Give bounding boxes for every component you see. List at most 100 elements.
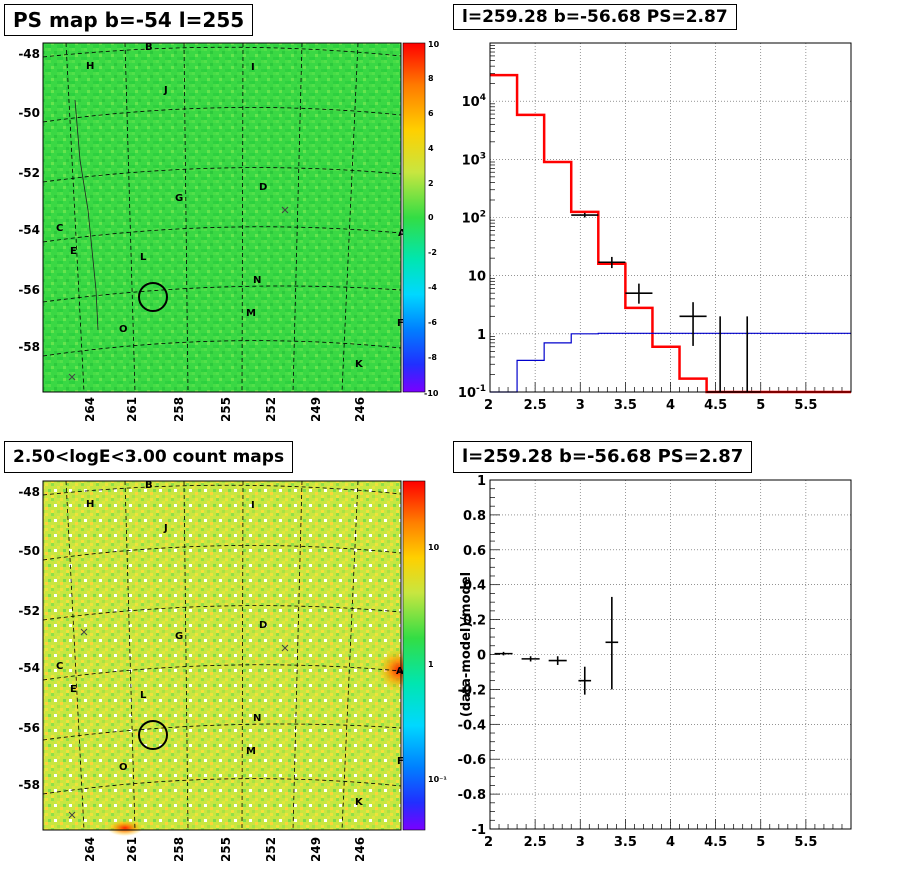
hotspot xyxy=(107,820,143,836)
lon-tick: 255 xyxy=(219,397,233,422)
src-label: D xyxy=(259,620,267,631)
lat-tick: -56 xyxy=(18,283,40,297)
count-colorbar-ticks: 10 1 10⁻¹ xyxy=(428,543,447,784)
y-tick-label: 102 xyxy=(462,210,486,227)
residual-plot: 2 2.5 3 3.5 4 4.5 5 5.5 -1 -0.8 -0.6 -0.4 -0.2 0 0.2 0.… xyxy=(458,474,852,850)
spectrum-plot: 2 2.5 3 3.5 4 4.5 5 5.5 10-1 1 10 102 103 104 xyxy=(458,42,852,413)
plot-frame xyxy=(489,479,852,830)
lon-tick: 258 xyxy=(172,837,186,862)
lon-tick: 252 xyxy=(264,837,278,862)
y-tick-label: 0.6 xyxy=(463,544,486,559)
x-tick-label: 3 xyxy=(576,398,585,413)
y-tick-label: 0.4 xyxy=(463,579,486,594)
src-label: K xyxy=(355,797,364,808)
y-axis-label: (data-model)/model xyxy=(459,572,474,717)
lon-tick: 246 xyxy=(353,397,367,422)
src-label: J xyxy=(163,523,168,534)
x-tick-label: 4 xyxy=(666,398,675,413)
ps-sky-map: B H I J D G C E L A N M O F K -48 -50 -5… xyxy=(18,40,440,422)
y-tick-label: 103 xyxy=(462,151,486,168)
lon-tick: 261 xyxy=(125,837,139,862)
x-tick-label: 3.5 xyxy=(614,398,637,413)
src-label: B xyxy=(145,480,153,491)
colorbar-tick: 8 xyxy=(428,74,434,83)
colorbar-tick: -8 xyxy=(428,353,437,362)
lat-tick: -58 xyxy=(18,340,40,354)
src-label: F xyxy=(397,756,404,767)
spectrum-title: l=259.28 b=-56.68 PS=2.87 xyxy=(453,4,737,30)
count-map-image xyxy=(43,481,401,830)
ps-map-image xyxy=(43,43,401,392)
colorbar-tick: 1 xyxy=(428,660,434,669)
src-label: A xyxy=(398,228,406,239)
y-tick-label: -0.8 xyxy=(458,788,486,803)
colorbar-tick: -6 xyxy=(428,318,437,327)
lon-tick: 249 xyxy=(309,397,323,422)
x-tick-label: 2 xyxy=(484,398,493,413)
x-tick-label: 3.5 xyxy=(614,835,637,850)
colorbar-tick: -10 xyxy=(424,389,439,398)
lon-tick: 249 xyxy=(309,837,323,862)
colorbar-tick: -4 xyxy=(428,283,437,292)
x-tick-label: 5 xyxy=(756,835,765,850)
count-map-title: 2.50<logE<3.00 count maps xyxy=(4,441,294,473)
y-tick-label: 1 xyxy=(477,474,486,489)
src-label: K xyxy=(355,359,364,370)
src-label: M xyxy=(246,746,256,757)
src-label: O xyxy=(119,324,128,335)
y-tick-label: 0.2 xyxy=(463,614,486,629)
map-grid xyxy=(42,42,402,393)
lat-tick: -58 xyxy=(18,778,40,792)
src-label: F xyxy=(397,318,404,329)
x-markers xyxy=(68,628,289,819)
x-tick-label: 2.5 xyxy=(524,835,547,850)
x-tick-label: 4.5 xyxy=(704,835,727,850)
colorbar-tick: 10 xyxy=(428,543,440,552)
x-tick-label: 2 xyxy=(484,835,493,850)
y-tick-label: 104 xyxy=(462,93,486,110)
y-tick-label: 10 xyxy=(468,270,486,285)
src-label: C xyxy=(56,661,63,672)
lat-tick: -54 xyxy=(18,661,40,675)
y-tick-label: 0 xyxy=(477,649,486,664)
src-label: I xyxy=(251,500,255,511)
src-label: H xyxy=(86,499,94,510)
src-label: E xyxy=(70,684,77,695)
lat-tick: -56 xyxy=(18,721,40,735)
x-tick-label: 4 xyxy=(666,835,675,850)
lon-tick: 261 xyxy=(125,397,139,422)
colorbar-tick: 0 xyxy=(428,213,434,222)
mask-boundary xyxy=(74,99,99,331)
colorbar-tick: 10 xyxy=(428,40,440,49)
y-tick-label: -0.4 xyxy=(458,718,486,733)
lat-tick: -50 xyxy=(18,544,40,558)
lat-axis: -48 -50 -52 -54 -56 -58 xyxy=(18,47,40,354)
colorbar-tick: 10⁻¹ xyxy=(428,775,447,784)
y-tick-label: 10-1 xyxy=(458,384,486,401)
src-label: I xyxy=(251,62,255,73)
count-colorbar xyxy=(402,480,426,831)
x-markers xyxy=(68,206,289,381)
lon-axis: 264 261 258 255 252 249 246 xyxy=(83,837,367,862)
x-tick-label: 5 xyxy=(756,398,765,413)
x-tick-label: 2.5 xyxy=(524,398,547,413)
lat-axis: -48 -50 -52 -54 -56 -58 xyxy=(18,485,40,792)
colorbar-tick: -2 xyxy=(428,248,437,257)
lat-tick: -54 xyxy=(18,223,40,237)
x-tick-label: 4.5 xyxy=(704,398,727,413)
residual-title: l=259.28 b=-56.68 PS=2.87 xyxy=(453,441,753,473)
lon-tick: 246 xyxy=(353,837,367,862)
colorbar-tick: 2 xyxy=(428,179,434,188)
y-tick-label: -0.2 xyxy=(458,683,486,698)
y-tick-label: -0.6 xyxy=(458,753,486,768)
src-label: H xyxy=(86,61,94,72)
x-tick-label: 3 xyxy=(576,835,585,850)
src-label: D xyxy=(259,182,267,193)
count-sky-map: B H I J D G C E L A N M O F K -48 -50 -5… xyxy=(18,480,447,862)
src-label: O xyxy=(119,762,128,773)
y-tick-label: -1 xyxy=(472,823,486,838)
src-label: G xyxy=(175,631,183,642)
x-tick-label: 5.5 xyxy=(794,835,817,850)
ps-colorbar xyxy=(402,42,426,393)
